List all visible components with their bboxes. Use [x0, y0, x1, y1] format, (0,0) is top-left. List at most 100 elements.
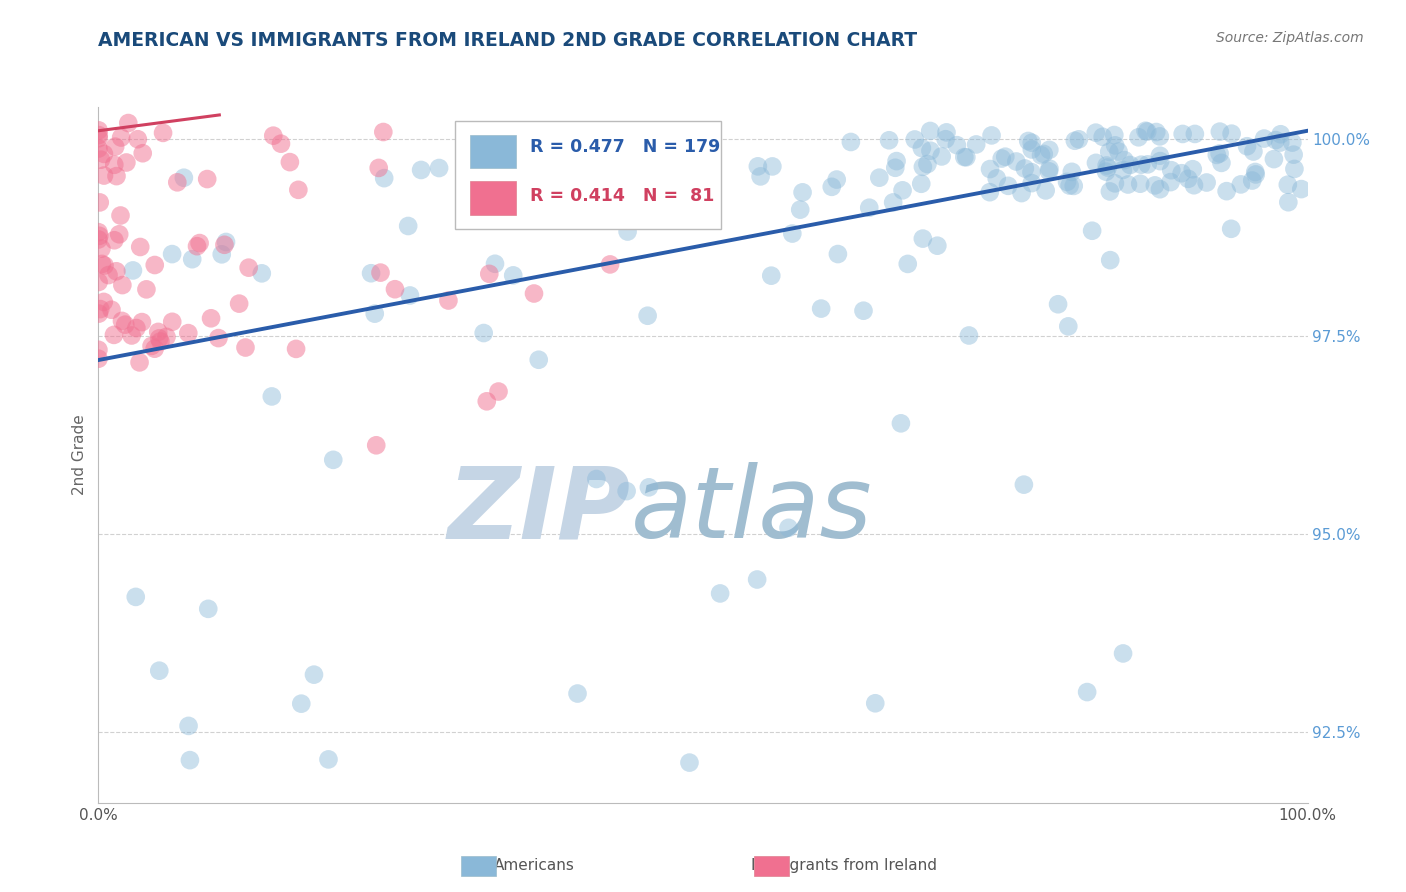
- Point: [990, 152, 1012, 166]
- Point: [1177, 171, 1199, 186]
- Point: [839, 135, 862, 149]
- Point: [215, 235, 238, 249]
- Point: [186, 239, 208, 253]
- Point: [148, 664, 170, 678]
- Point: [1014, 161, 1036, 176]
- Point: [965, 137, 987, 152]
- FancyBboxPatch shape: [470, 135, 516, 169]
- Point: [1160, 175, 1182, 189]
- Point: [173, 170, 195, 185]
- Point: [197, 602, 219, 616]
- Point: [87, 351, 110, 366]
- Point: [1144, 125, 1167, 139]
- Point: [1012, 477, 1035, 491]
- Point: [1017, 134, 1039, 148]
- Point: [125, 321, 148, 335]
- Point: [636, 169, 658, 184]
- Point: [1230, 178, 1253, 192]
- Point: [87, 275, 110, 289]
- Point: [214, 237, 236, 252]
- Point: [1220, 127, 1243, 141]
- Point: [523, 286, 546, 301]
- Point: [93, 147, 115, 161]
- Text: AMERICAN VS IMMIGRANTS FROM IRELAND 2ND GRADE CORRELATION CHART: AMERICAN VS IMMIGRANTS FROM IRELAND 2ND …: [98, 31, 918, 50]
- Point: [93, 169, 115, 183]
- Point: [897, 257, 920, 271]
- Point: [87, 225, 110, 239]
- Point: [90, 153, 112, 167]
- Point: [427, 161, 450, 175]
- Point: [1060, 165, 1083, 179]
- Point: [810, 301, 832, 316]
- Point: [1149, 182, 1171, 196]
- Point: [1114, 153, 1136, 167]
- Point: [827, 247, 849, 261]
- Point: [749, 169, 772, 184]
- Point: [89, 302, 111, 317]
- Point: [599, 257, 621, 271]
- Point: [262, 128, 284, 143]
- Point: [792, 186, 814, 200]
- Point: [953, 150, 976, 164]
- Point: [105, 169, 128, 183]
- Point: [131, 315, 153, 329]
- Point: [1104, 138, 1126, 153]
- Point: [1057, 319, 1080, 334]
- Point: [882, 195, 904, 210]
- Point: [364, 307, 387, 321]
- Point: [1181, 162, 1204, 177]
- Point: [302, 667, 325, 681]
- Point: [484, 257, 506, 271]
- Point: [1091, 129, 1114, 144]
- Point: [821, 179, 844, 194]
- Point: [475, 394, 498, 409]
- Point: [103, 233, 125, 247]
- Point: [1135, 124, 1157, 138]
- Point: [366, 438, 388, 452]
- Point: [1035, 184, 1057, 198]
- Point: [148, 331, 170, 345]
- Point: [1136, 157, 1159, 171]
- Point: [1005, 154, 1028, 169]
- Point: [177, 719, 200, 733]
- Point: [127, 132, 149, 146]
- Point: [396, 219, 419, 233]
- Point: [87, 232, 110, 246]
- Point: [1182, 178, 1205, 193]
- Point: [747, 573, 769, 587]
- Point: [1149, 154, 1171, 169]
- Point: [1021, 176, 1043, 190]
- Point: [111, 314, 134, 328]
- Point: [1205, 148, 1227, 162]
- Point: [143, 342, 166, 356]
- Point: [858, 201, 880, 215]
- Point: [927, 238, 949, 252]
- Point: [979, 162, 1001, 177]
- Point: [890, 417, 912, 431]
- Point: [616, 484, 638, 499]
- Point: [986, 171, 1008, 186]
- Point: [620, 148, 643, 162]
- Point: [980, 128, 1002, 143]
- Point: [1112, 647, 1135, 661]
- Point: [567, 687, 589, 701]
- Point: [1029, 148, 1052, 162]
- Point: [946, 138, 969, 153]
- Point: [90, 242, 112, 256]
- Point: [110, 209, 132, 223]
- Point: [911, 141, 934, 155]
- Point: [1104, 128, 1126, 142]
- Point: [155, 330, 177, 344]
- Point: [1097, 161, 1119, 175]
- Point: [1084, 126, 1107, 140]
- Point: [1076, 685, 1098, 699]
- Point: [1220, 222, 1243, 236]
- Point: [637, 309, 659, 323]
- Point: [1063, 178, 1085, 193]
- Point: [891, 183, 914, 197]
- Point: [478, 267, 501, 281]
- Point: [1195, 176, 1218, 190]
- Point: [105, 264, 128, 278]
- FancyBboxPatch shape: [470, 181, 516, 215]
- Point: [1011, 186, 1033, 200]
